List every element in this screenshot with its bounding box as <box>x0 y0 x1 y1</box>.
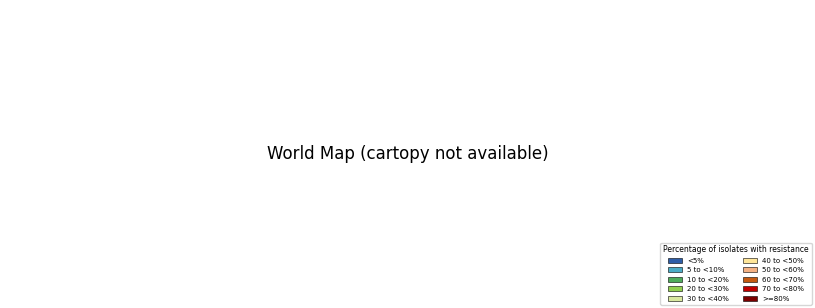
Text: World Map (cartopy not available): World Map (cartopy not available) <box>267 145 548 163</box>
Legend: <5%, 5 to <10%, 10 to <20%, 20 to <30%, 30 to <40%, 40 to <50%, 50 to <60%, 60 t: <5%, 5 to <10%, 10 to <20%, 20 to <30%, … <box>660 243 812 305</box>
